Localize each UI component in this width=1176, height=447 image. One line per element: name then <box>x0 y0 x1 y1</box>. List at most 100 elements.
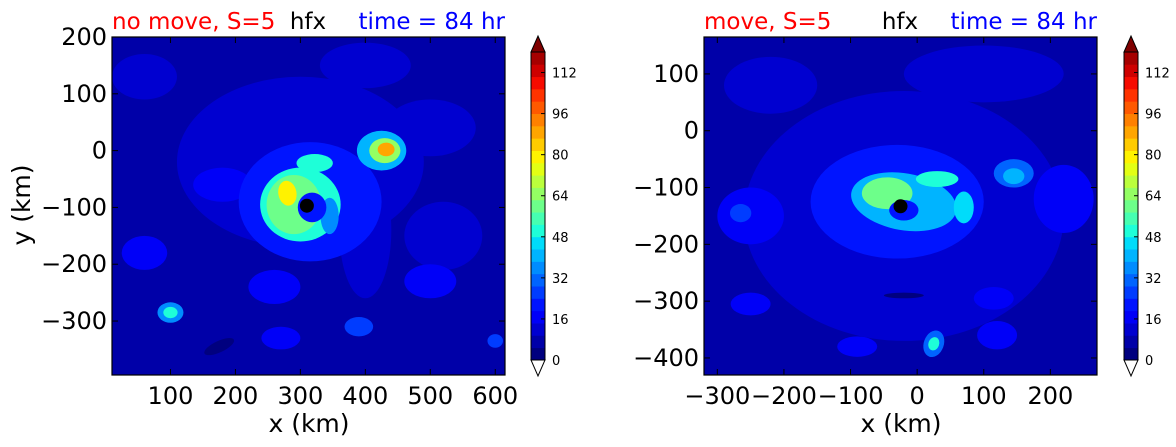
x-tick-label: −100 <box>818 382 884 410</box>
field-contour-patch <box>296 154 333 173</box>
colorbar-segment <box>531 150 545 164</box>
title-right-case: move, S=5 <box>704 9 831 35</box>
hfx-field-left <box>112 37 505 375</box>
colorbar-left: 0 16 32 48 64 80 96 112 <box>530 34 577 378</box>
field-contour-patch <box>404 201 483 270</box>
colorbar-segment <box>1124 138 1138 151</box>
field-contour-patch <box>404 264 457 299</box>
colorbar-tick-label: 96 <box>1145 108 1162 123</box>
colorbar-segment <box>531 76 545 90</box>
field-contour-patch <box>729 204 752 223</box>
colorbar-tick-label: 32 <box>1145 272 1162 287</box>
colorbar-segment <box>1124 76 1138 90</box>
field-contour-patch <box>487 334 504 348</box>
y-tick-label: −400 <box>633 344 699 372</box>
y-tick-label: −300 <box>41 307 107 335</box>
x-tick-label: 0 <box>910 382 925 410</box>
field-contour-patch <box>883 292 924 299</box>
colorbar-tick-label: 48 <box>1145 231 1162 246</box>
colorbar-segment <box>531 52 545 65</box>
storm-center-marker-right <box>893 199 908 214</box>
colorbar-tick-label: 80 <box>552 149 569 164</box>
colorbar-segment <box>531 310 545 324</box>
colorbar-segment <box>531 199 545 213</box>
colorbar-tick-label: 80 <box>1145 149 1162 164</box>
x-tick-label: −200 <box>751 382 817 410</box>
field-contour-patch <box>730 292 771 316</box>
y-tick-label: 0 <box>92 137 107 165</box>
colorbar-segment <box>1124 101 1138 114</box>
colorbar-segment <box>531 298 545 312</box>
colorbar-segment <box>1124 323 1138 336</box>
colorbar-segment <box>531 113 545 127</box>
x-tick-label: 100 <box>148 382 194 410</box>
x-tick-label: 600 <box>472 382 518 410</box>
colorbar-segment <box>1124 212 1138 225</box>
colorbar-tick-label: 16 <box>1145 313 1162 328</box>
colorbar-frame <box>1123 51 1139 361</box>
title-left-case: no move, S=5 <box>112 9 275 35</box>
colorbar-tick-label: 64 <box>552 190 569 205</box>
field-contour-patch <box>377 142 395 157</box>
x-tick-label: 500 <box>407 382 453 410</box>
colorbar-tick-label: 48 <box>552 231 569 246</box>
colorbar-segment <box>531 125 545 139</box>
hfx-field-right <box>704 37 1097 375</box>
colorbar-segment <box>531 335 545 349</box>
x-axis-label-left: x (km) <box>268 409 349 438</box>
colorbar-tick-label: 96 <box>552 108 569 123</box>
x-tick-label: 200 <box>213 382 259 410</box>
colorbar-tick-label: 64 <box>1145 190 1162 205</box>
colorbar-segment <box>531 175 545 188</box>
colorbar-segment <box>1124 125 1138 139</box>
colorbar-segment <box>531 138 545 151</box>
colorbar-segment <box>1124 261 1138 275</box>
y-tick-label: −200 <box>633 230 699 258</box>
storm-center-marker-left <box>299 198 314 213</box>
field-contour-patch <box>977 321 1018 350</box>
colorbar-segment <box>1124 249 1138 262</box>
field-contour-patch <box>121 235 168 270</box>
y-tick-label: 100 <box>653 60 699 88</box>
colorbar-segment <box>531 236 545 250</box>
colorbar-segment <box>531 224 545 238</box>
colorbar-segment <box>1124 298 1138 312</box>
field-contour-patch <box>204 338 235 356</box>
x-tick-label: 400 <box>342 382 388 410</box>
field-contour-patch <box>723 56 818 114</box>
y-tick-label: 100 <box>61 80 107 108</box>
colorbar-segment <box>1124 88 1138 102</box>
colorbar-tick-label: 112 <box>1145 67 1170 82</box>
colorbar-extend-min <box>530 359 546 378</box>
x-tick-label: 300 <box>277 382 323 410</box>
title-left-time: time = 84 hr <box>359 9 506 35</box>
x-axis-label-right: x (km) <box>860 409 941 438</box>
colorbar-segment <box>531 212 545 225</box>
field-contour-patch <box>953 191 974 224</box>
colorbar-segment <box>531 261 545 275</box>
colorbar-segment <box>531 323 545 336</box>
right-panel: −300 −200 −100 0 100 200−400−300−200−1000100 … <box>633 9 1170 438</box>
y-tick-label: −300 <box>633 287 699 315</box>
x-tick-label: 100 <box>961 382 1007 410</box>
colorbar-segment <box>1124 286 1138 299</box>
colorbar-tick-label: 0 <box>1145 354 1153 369</box>
colorbar-segment <box>531 347 545 361</box>
plot-frame-right <box>703 36 1098 376</box>
colorbar-tick-label: 112 <box>552 67 577 82</box>
colorbar-segment <box>531 101 545 114</box>
title-right-time: time = 84 hr <box>951 9 1098 35</box>
y-tick-label: 0 <box>684 117 699 145</box>
y-tick-label: −200 <box>41 250 107 278</box>
colorbar-segment <box>1124 335 1138 349</box>
x-tick-label: −300 <box>684 382 750 410</box>
colorbar-tick-label: 0 <box>552 354 560 369</box>
field-contour-patch <box>278 180 297 206</box>
colorbar-extend-min <box>1123 359 1139 378</box>
title-right-variable: hfx <box>882 9 918 35</box>
colorbar-segment <box>1124 175 1138 188</box>
colorbar-segment <box>531 273 545 287</box>
left-panel: 100 200 300 400 500 600 −300 −200 −100 0 100 200 no… <box>7 9 577 438</box>
